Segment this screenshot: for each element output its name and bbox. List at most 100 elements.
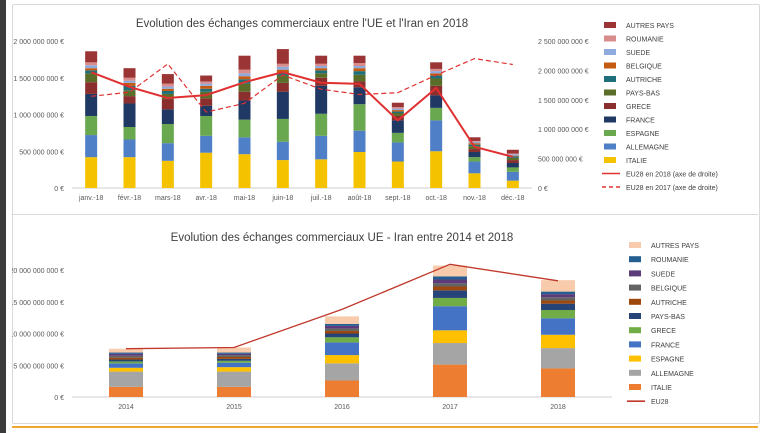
legend-label: GRECE [651,328,676,335]
legend-swatch [604,62,616,69]
bar-pays-bas [85,73,98,83]
bar-france [506,163,519,168]
bar-belgique [200,85,213,89]
bar-autres-pays [468,137,481,141]
bar-grece [238,91,251,101]
bar-autres-pays [238,55,251,70]
x-tick-label: 2016 [334,404,350,411]
bar-espagne [109,367,143,372]
bar-espagne [325,355,359,364]
bar-grece [200,98,213,106]
bar-autriche [217,356,251,359]
bar-allemagne [506,171,519,181]
bar-espagne [353,104,366,131]
legend-swatch [629,242,641,248]
bar-france [217,362,251,368]
bar-france [200,105,213,116]
bar-allemagne [468,161,481,174]
legend-label: SUEDE [626,50,650,57]
bar-suede [506,154,519,156]
legend-swatch [604,116,616,123]
x-tick-label: déc.-18 [501,195,524,202]
bar-espagne [238,119,251,138]
bar-suede [541,294,575,298]
bar-espagne [85,115,98,136]
bar-italie [391,161,404,188]
bar-italie [353,151,366,188]
bar-pays-bas [433,290,467,298]
legend-label: GRECE [626,104,651,111]
bar-allemagne [161,143,174,161]
bar-france [315,85,328,114]
bar-grece [109,361,143,364]
legend-label: AUTRES PAYS [626,23,674,30]
y-tick-label: 0 € [54,395,64,402]
bar-roumanie [85,62,98,66]
bar-grece [391,115,404,121]
bar-belgique [123,82,136,86]
legend-label: SUEDE [651,271,675,278]
bar-espagne [217,367,251,372]
legend-label: AUTRICHE [651,300,687,307]
bar-espagne [200,115,213,136]
bar-italie [506,180,519,188]
bar-autres-pays [123,68,136,78]
bar-autriche [325,330,359,334]
bar-france [430,95,443,108]
bar-grece [506,160,519,164]
y2-tick-label: 2 500 000 000 € [538,39,589,46]
bar-france [391,120,404,133]
bar-italie [315,159,328,188]
bar-allemagne [433,343,467,365]
bar-espagne [541,334,575,349]
legend-swatch [629,327,641,334]
bar-autres-pays [541,280,575,292]
y-tick-label: 10 000 000 000 € [12,332,64,339]
x-tick-label: mai-18 [234,195,256,202]
chart-yearly-2014-2018-svg: Evolution des échanges commerciaux UE - … [10,232,700,411]
legend-label: FRANCE [626,118,655,125]
legend-label: PAYS-BAS [651,314,685,321]
legend-label: ROUMANIE [626,37,664,44]
bar-autriche [315,70,328,74]
bar-autres-pays [315,55,328,64]
legend-label: PAYS-BAS [626,91,660,98]
bar-espagne [315,113,328,136]
bar-espagne [506,167,519,172]
bar-belgique [109,355,143,358]
bar-pays-bas [238,83,251,92]
bar-espagne [276,118,289,142]
legend-label: ITALIE [626,158,647,165]
bar-allemagne [541,348,575,369]
bar-autriche [161,90,174,94]
bar-autriche [276,72,289,76]
bar-suede [315,65,328,69]
legend-label: ITALIE [651,385,672,392]
bar-autriche [506,156,519,158]
legend-swatch [629,270,641,277]
legend-label: ROUMANIE [651,257,689,264]
bar-suede [238,73,251,77]
bar-roumanie [161,83,174,87]
y-tick-label: 0 € [54,186,64,193]
bar-roumanie [468,140,481,142]
y2-tick-label: 2 000 000 000 € [538,68,589,75]
bar-espagne [430,107,443,121]
bar-autres-pays [506,149,519,154]
x-tick-label: 2018 [550,404,566,411]
legend-swatch [629,284,641,291]
bar-suede [217,353,251,356]
bar-autres-pays [109,348,143,353]
legend-label: EU28 [651,399,669,406]
bar-allemagne [109,371,143,387]
bar-italie [276,160,289,188]
bar-france [85,93,98,116]
x-tick-label: mars-18 [155,195,181,202]
bar-allemagne [315,135,328,160]
bar-autriche [541,300,575,304]
bar-autriche [430,75,443,79]
bar-belgique [238,76,251,80]
y2-tick-label: 1 500 000 000 € [538,98,589,105]
y-tick-label: 1 500 000 000 € [13,76,64,83]
bar-france [161,109,174,125]
